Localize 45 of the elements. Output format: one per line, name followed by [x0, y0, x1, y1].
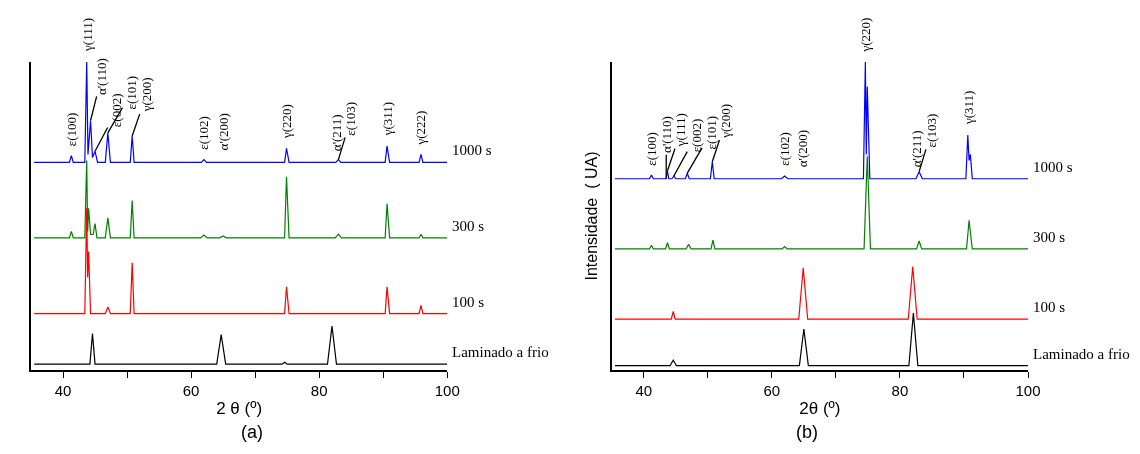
- annotation: ε(101): [124, 75, 140, 110]
- y-axis-title: Intensidade ( UA): [583, 151, 601, 281]
- series-label: Laminado a frio: [452, 344, 549, 360]
- x-tick-label: 60: [182, 381, 200, 399]
- annotation: α'(211): [908, 130, 924, 168]
- x-tick-label: 100: [434, 381, 460, 399]
- x-tick-label: 80: [891, 381, 909, 399]
- annotation: γ(200): [139, 77, 155, 113]
- x-tick-label: 80: [310, 381, 328, 399]
- annotation: ε(101): [703, 115, 719, 150]
- annotation: γ(311): [379, 101, 395, 137]
- annotation: α'(200): [215, 113, 231, 151]
- series-label: 100 s: [1033, 299, 1066, 315]
- x-axis-title: 2 θ (º): [216, 398, 263, 418]
- annotation: ε(100): [644, 132, 660, 166]
- annotation: γ(311): [960, 90, 976, 125]
- annotation: γ(220): [858, 17, 874, 53]
- annotation: ε(102): [777, 132, 793, 166]
- series-label: 100 s: [452, 294, 485, 310]
- annotation: γ(200): [717, 103, 733, 139]
- series-label: Laminado a frio: [1033, 346, 1130, 362]
- annotation: γ(222): [413, 110, 429, 146]
- annotation: ε(102): [196, 116, 212, 150]
- annotation: ε(002): [689, 118, 705, 153]
- annotation: α'(110): [658, 116, 674, 153]
- annotation: α'(200): [794, 129, 810, 168]
- annotation: γ(220): [279, 104, 295, 139]
- x-tick-label: 40: [635, 381, 653, 399]
- x-tick-label: 60: [763, 381, 781, 399]
- text: (a): [241, 422, 263, 442]
- series-label: 1000 s: [1033, 159, 1073, 175]
- series-label: 300 s: [452, 218, 485, 234]
- series-label: 1000 s: [452, 142, 492, 158]
- text: (b): [796, 422, 818, 442]
- annotation: γ(111): [79, 17, 95, 52]
- annotation: α'(211): [328, 114, 344, 152]
- x-tick-label: 40: [54, 381, 72, 399]
- series-label: 300 s: [1033, 229, 1066, 245]
- annotation: ε(002): [109, 93, 125, 128]
- annotation: γ(111): [673, 113, 689, 148]
- x-axis-title: 2θ (º): [799, 398, 841, 418]
- annotation: ε(100): [63, 112, 79, 147]
- x-tick-label: 100: [1015, 381, 1041, 399]
- annotation: α'(110): [94, 58, 110, 96]
- annotation: ε(103): [923, 113, 939, 148]
